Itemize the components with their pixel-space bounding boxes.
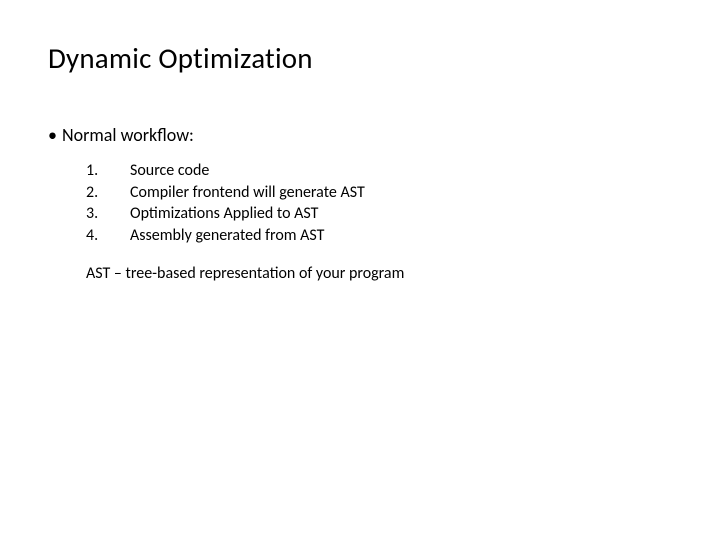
list-number: 4. [86,225,130,247]
slide-title: Dynamic Optimization [48,40,672,76]
list-item: 2. Compiler frontend will generate AST [86,182,672,204]
numbered-list: 1. Source code 2. Compiler frontend will… [86,160,672,246]
list-text: Assembly generated from AST [130,225,324,247]
list-text: Source code [130,160,209,182]
list-item: 4. Assembly generated from AST [86,225,672,247]
list-item: 3. Optimizations Applied to AST [86,203,672,225]
list-text: Compiler frontend will generate AST [130,182,365,204]
bullet-text: Normal workflow: [62,124,194,146]
list-number: 2. [86,182,130,204]
bullet-line: •Normal workflow: [48,124,672,146]
list-item: 1. Source code [86,160,672,182]
list-text: Optimizations Applied to AST [130,203,318,225]
list-number: 1. [86,160,130,182]
bullet-marker: • [48,124,62,146]
footnote-text: AST – tree-based representation of your … [86,264,672,283]
list-number: 3. [86,203,130,225]
slide-container: Dynamic Optimization •Normal workflow: 1… [0,0,720,540]
